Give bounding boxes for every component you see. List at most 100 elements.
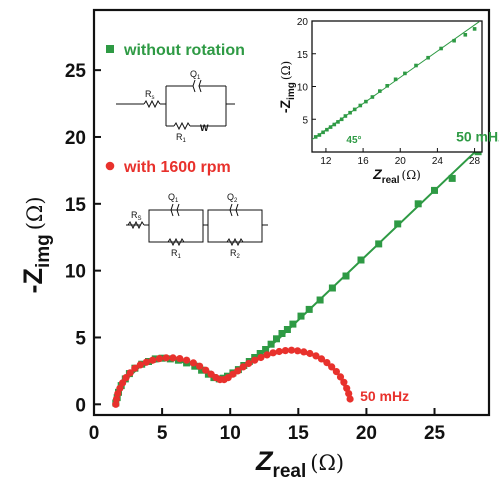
main-y-axis-title-unit: (Ω) — [23, 196, 47, 230]
main-plot-frame — [92, 8, 491, 417]
inset-y-tick-label: 5 — [302, 115, 308, 126]
legend: without rotation with 1600 rpm — [105, 42, 245, 176]
main-x-tick-label: 10 — [220, 423, 241, 444]
circuit-bottom-rs-label: RS — [131, 210, 142, 222]
data-point-without-rotation — [283, 326, 291, 333]
main-fit-line-1 — [114, 146, 481, 404]
data-point-with-1600-rpm — [332, 368, 340, 376]
main-axis-ticks: 0 5 10 15 20 25 0 5 10 15 20 25 — [65, 61, 446, 444]
data-point-with-1600-rpm — [317, 355, 326, 363]
data-point-with-1600-rpm — [346, 395, 354, 403]
circuit-bottom-q1-label: Q1 — [168, 192, 179, 204]
data-point-with-1600-rpm — [136, 361, 144, 369]
data-point-without-rotation — [414, 200, 422, 208]
data-point-without-rotation — [321, 130, 325, 135]
main-y-axis-title: -Zimg (Ω) — [18, 196, 54, 293]
circuit-bottom-r2-label: R2 — [230, 248, 241, 260]
data-point-with-1600-rpm — [155, 355, 163, 363]
data-point-without-rotation — [439, 46, 443, 51]
data-point-with-1600-rpm — [312, 352, 320, 360]
data-point-without-rotation — [297, 312, 305, 320]
main-x-axis-title-base: Z — [255, 446, 274, 476]
data-point-without-rotation — [289, 320, 297, 328]
main-x-tick-label: 0 — [89, 423, 100, 444]
data-point-without-rotation — [378, 89, 382, 93]
main-x-axis-title-unit: (Ω) — [310, 451, 344, 475]
main-x-tick-label: 20 — [356, 423, 377, 444]
data-point-with-1600-rpm — [202, 366, 210, 374]
data-point-with-1600-rpm — [340, 378, 348, 386]
main-y-tick-label: 0 — [75, 395, 86, 416]
main-y-tick-label: 25 — [65, 61, 87, 82]
main-y-tick-label: 5 — [75, 328, 86, 349]
frequency-label-green: 50 mHz — [456, 129, 499, 145]
data-point-without-rotation — [328, 284, 336, 292]
data-point-without-rotation — [313, 135, 318, 139]
data-point-without-rotation — [357, 256, 365, 264]
data-point-with-1600-rpm — [131, 364, 139, 372]
data-point-without-rotation — [472, 27, 477, 31]
data-point-without-rotation — [256, 350, 264, 357]
data-point-with-1600-rpm — [336, 373, 345, 381]
inset-y-axis-title-sub: img — [286, 82, 297, 100]
data-point-with-1600-rpm — [251, 356, 259, 364]
inset-y-tick-label: 10 — [297, 83, 309, 94]
data-point-without-rotation — [273, 335, 280, 343]
data-point-with-1600-rpm — [275, 347, 283, 356]
data-point-without-rotation — [394, 220, 402, 228]
data-point-with-1600-rpm — [263, 351, 271, 359]
inset-series-without-rotation — [313, 27, 477, 139]
data-point-with-1600-rpm — [126, 369, 134, 377]
main-fit-lines — [114, 146, 481, 405]
parallel-block-1 — [148, 209, 204, 243]
inset-axis-ticks: 12 16 20 24 28 5 10 15 20 — [297, 17, 481, 167]
data-point-with-1600-rpm — [149, 356, 157, 364]
data-point-with-1600-rpm — [245, 359, 253, 368]
main-x-tick-label: 15 — [288, 423, 310, 444]
main-y-axis-title-sub: img — [33, 234, 54, 268]
data-point-without-rotation — [403, 71, 407, 76]
data-point-with-1600-rpm — [112, 395, 121, 403]
data-point-with-1600-rpm — [142, 358, 150, 366]
main-y-tick-label: 15 — [65, 195, 87, 216]
data-point-without-rotation — [414, 63, 418, 68]
data-point-with-1600-rpm — [183, 356, 191, 364]
inset-x-axis-title: Zreal (Ω) — [372, 166, 421, 186]
data-point-with-1600-rpm — [122, 374, 130, 382]
data-point-without-rotation — [305, 305, 313, 313]
cpe-q2-symbol — [229, 203, 239, 217]
equivalent-circuit-bottom-labels: Q1 Q2 RS R1 R2 — [131, 192, 241, 260]
resistor-r1-symbol — [167, 237, 185, 247]
data-point-without-rotation — [316, 296, 324, 304]
main-series-without-rotation — [112, 148, 482, 407]
data-point-without-rotation — [336, 120, 340, 124]
inset-y-tick-label: 15 — [297, 50, 309, 61]
inset-x-tick-label: 24 — [432, 156, 444, 167]
data-point-with-1600-rpm — [323, 359, 331, 367]
main-x-axis-title: Zreal (Ω) — [255, 446, 344, 482]
resistor-r1-symbol — [173, 121, 191, 131]
circuit-top-w-label: W — [200, 123, 209, 133]
inset-y-axis-title-unit: (Ω) — [279, 61, 293, 80]
inset-x-axis-title-base: Z — [372, 166, 382, 182]
data-point-without-rotation — [463, 33, 468, 37]
data-point-without-rotation — [278, 330, 286, 337]
inset-x-tick-label: 16 — [358, 156, 370, 167]
inset-plot-frame — [311, 20, 483, 153]
inset-x-tick-label: 28 — [469, 156, 481, 167]
data-point-without-rotation — [342, 272, 350, 280]
data-point-without-rotation — [267, 340, 275, 348]
data-point-with-1600-rpm — [257, 353, 265, 362]
data-point-without-rotation — [325, 127, 329, 132]
data-point-without-rotation — [343, 114, 348, 118]
data-point-with-1600-rpm — [196, 362, 204, 370]
data-point-with-1600-rpm — [234, 367, 242, 375]
main-x-tick-label: 5 — [157, 423, 168, 444]
circuit-bottom-r1-label: R1 — [171, 248, 182, 260]
legend-label-with-1600-rpm: with 1600 rpm — [123, 159, 231, 176]
data-point-with-1600-rpm — [169, 354, 177, 362]
circuit-top-rs-label: Rs — [145, 89, 155, 101]
data-point-without-rotation — [375, 240, 383, 248]
